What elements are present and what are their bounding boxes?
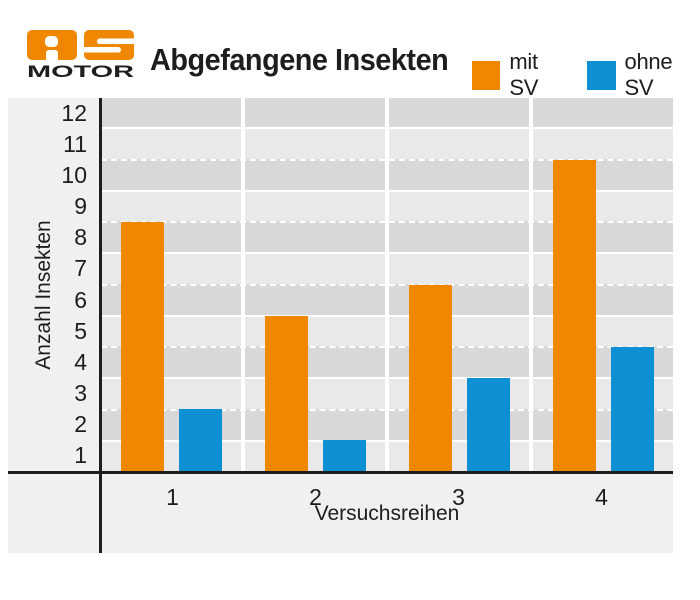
x-axis-tick-labels: 1 2 3 4 [101,476,673,511]
bar-mit-sv-3 [408,284,452,471]
y-tick-8: 8 [74,224,87,251]
bar-ohne-sv-1 [178,408,222,471]
y-tick-5: 5 [74,317,87,344]
x-tick-1: 1 [166,484,179,510]
bar-ohne-sv-3 [466,377,510,471]
as-motor-logo: MOTOR [27,30,134,80]
x-tick-4: 4 [595,484,608,510]
x-tick-3: 3 [452,484,465,510]
logo-motor-text: MOTOR [27,62,134,80]
page-title: Abgefangene Insekten [150,42,449,77]
y-axis-line [99,98,102,553]
logo-letter-a [27,30,77,60]
bar-ohne-sv-4 [610,346,654,471]
x-axis-line [8,471,673,474]
bar-mit-sv-2 [264,315,308,471]
legend-swatch-blue-icon [587,60,616,90]
bar-group-4 [533,98,673,471]
plot-area [101,98,673,471]
bar-groups [101,98,673,471]
y-tick-11: 11 [63,131,87,158]
legend-swatch-orange-icon [472,60,501,90]
y-tick-9: 9 [74,193,87,220]
y-axis-tick-labels: 12 11 10 9 8 7 6 5 4 3 2 1 [8,98,87,471]
legend-label-mit-sv: mit SV [509,49,539,100]
bar-mit-sv-4 [552,160,596,471]
y-tick-7: 7 [74,255,87,282]
bar-mit-sv-1 [120,222,164,471]
y-tick-12: 12 [61,100,87,127]
y-tick-4: 4 [74,348,87,375]
bar-group-2 [245,98,389,471]
y-tick-6: 6 [74,286,87,313]
bar-ohne-sv-2 [322,439,366,471]
x-tick-2: 2 [309,484,322,510]
y-tick-10: 10 [61,162,87,189]
y-tick-1: 1 [74,441,87,468]
x-axis-title: Versuchsreihen [314,502,460,525]
bar-group-1 [101,98,245,471]
bar-group-3 [389,98,533,471]
chart-legend: mit SV ohne SV [472,49,700,101]
y-tick-3: 3 [74,379,87,406]
y-tick-2: 2 [74,410,87,437]
legend-item-ohne-sv: ohne SV [587,49,700,101]
legend-item-mit-sv: mit SV [472,49,567,101]
legend-label-ohne-sv: ohne SV [624,49,673,100]
logo-letter-s [80,30,134,60]
